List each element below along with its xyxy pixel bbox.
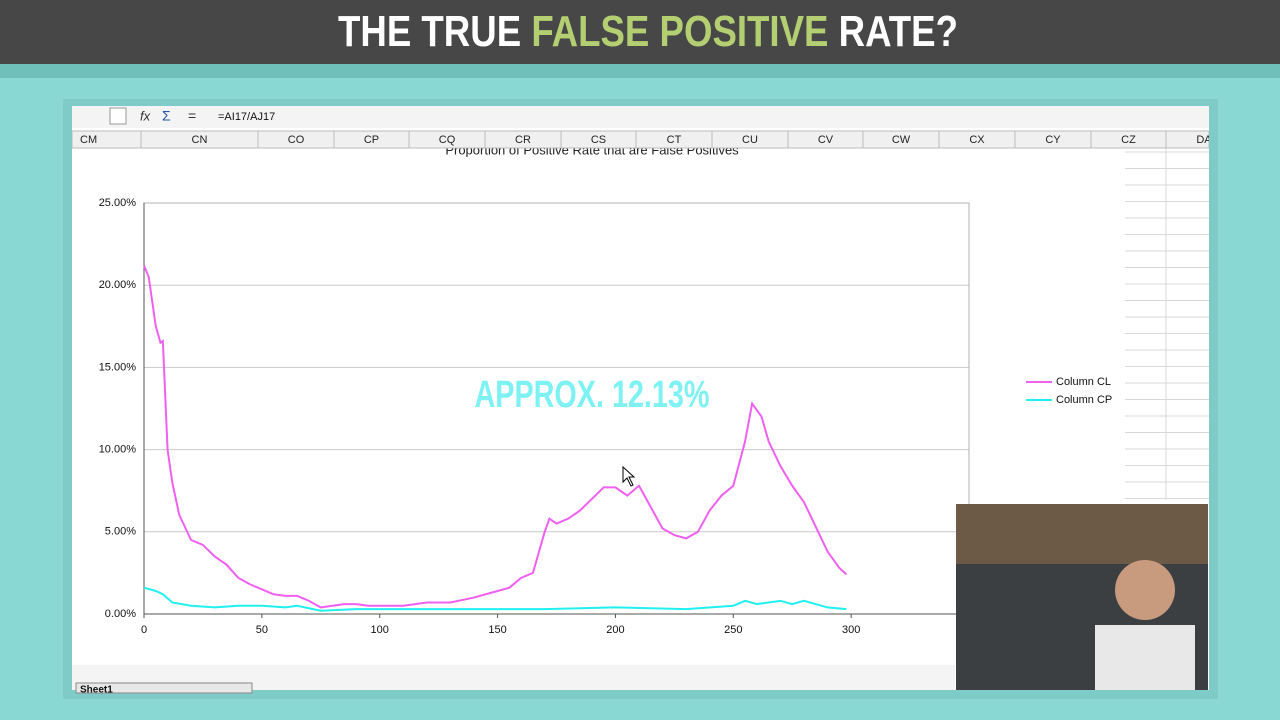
column-header: CV	[818, 134, 834, 146]
legend-label: Column CL	[1056, 376, 1111, 388]
column-header: DA	[1196, 134, 1212, 146]
x-tick-label: 200	[606, 624, 624, 636]
series-line	[143, 265, 848, 609]
headline: THE TRUE FALSE POSITIVE RATE?	[338, 7, 958, 56]
equals-icon[interactable]: =	[188, 108, 196, 124]
x-tick-label: 100	[371, 624, 389, 636]
column-header: CY	[1045, 134, 1061, 146]
x-tick-label: 150	[488, 624, 506, 636]
x-tick-label: 50	[256, 624, 268, 636]
function-icon[interactable]: fx	[140, 108, 151, 123]
y-tick-label: 25.00%	[99, 197, 137, 209]
headline-part: RATE?	[828, 7, 958, 56]
column-header: CN	[192, 134, 208, 146]
column-header: CZ	[1121, 134, 1136, 146]
name-box-dropdown[interactable]	[109, 107, 127, 125]
y-tick-label: 15.00%	[99, 361, 137, 373]
annotation: APPROX. 12.13%	[475, 374, 710, 416]
banner-shadow	[0, 64, 1280, 78]
y-tick-label: 5.00%	[105, 526, 136, 538]
column-header: CP	[364, 134, 379, 146]
legend-label: Column CP	[1056, 394, 1112, 406]
banner	[0, 0, 1280, 64]
sheet-tab-box[interactable]	[75, 682, 253, 694]
column-header: CW	[892, 134, 911, 146]
column-header: CS	[591, 134, 606, 146]
column-header: CM	[80, 134, 97, 146]
formula-input[interactable]: =AI17/AJ17	[218, 111, 275, 123]
x-tick-label: 0	[141, 624, 147, 636]
column-header: CO	[288, 134, 305, 146]
webcam-person	[1115, 560, 1175, 620]
sheet-tab[interactable]: Sheet1	[80, 685, 113, 696]
webcam-shirt	[1095, 625, 1195, 690]
x-tick-label: 250	[724, 624, 742, 636]
column-header: CR	[515, 134, 531, 146]
series-line	[143, 586, 847, 612]
webcam-ceiling	[956, 504, 1208, 564]
y-tick-label: 0.00%	[105, 608, 136, 620]
column-headers: CM CN CO CP CQ CR CS CT CU CV CW CX CY CZ DA	[72, 130, 1212, 690]
y-tick-label: 10.00%	[99, 444, 137, 456]
column-header: CT	[667, 134, 682, 146]
header-row	[72, 130, 1209, 149]
column-header: CQ	[439, 134, 456, 146]
headline-part: THE TRUE	[338, 7, 531, 56]
x-tick-label: 300	[842, 624, 860, 636]
y-tick-label: 20.00%	[99, 279, 137, 291]
formula-bar	[72, 106, 1209, 128]
mouse-cursor	[622, 465, 636, 487]
headline-highlight: FALSE POSITIVE	[531, 7, 828, 56]
column-header: CX	[969, 134, 985, 146]
column-header: CU	[742, 134, 758, 146]
chart: Proportion of Positive Rate that are Fal…	[99, 142, 1209, 636]
sum-icon[interactable]: Σ	[162, 108, 171, 124]
